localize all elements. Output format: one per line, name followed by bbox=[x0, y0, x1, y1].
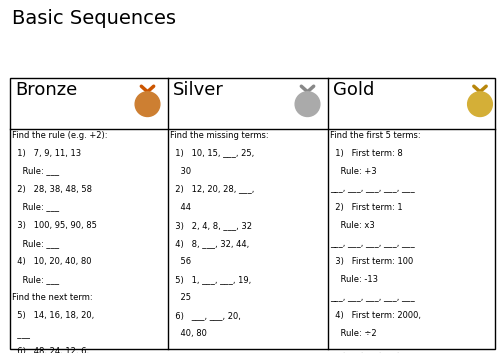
Text: Rule: +3: Rule: +3 bbox=[330, 167, 376, 175]
Text: ___: ___ bbox=[12, 329, 30, 337]
Text: Bronze: Bronze bbox=[15, 81, 77, 99]
Text: Rule: ___: Rule: ___ bbox=[12, 239, 60, 247]
Text: 3)   100, 95, 90, 85: 3) 100, 95, 90, 85 bbox=[12, 221, 98, 229]
Text: 5)   14, 16, 18, 20,: 5) 14, 16, 18, 20, bbox=[12, 311, 95, 319]
Text: 44: 44 bbox=[170, 203, 191, 211]
Text: 1)   First term: 8: 1) First term: 8 bbox=[330, 149, 403, 157]
Ellipse shape bbox=[468, 92, 492, 116]
Text: Rule: ÷2: Rule: ÷2 bbox=[330, 329, 376, 337]
Text: ___, ___, ___, ___, ___: ___, ___, ___, ___, ___ bbox=[330, 293, 415, 301]
Text: 4)   8, ___, 32, 44,: 4) 8, ___, 32, 44, bbox=[170, 239, 249, 247]
Text: Rule: ___: Rule: ___ bbox=[12, 275, 60, 283]
Text: 4)   First term: 2000,: 4) First term: 2000, bbox=[330, 311, 421, 319]
Text: ___, ___, ___, ___, ___: ___, ___, ___, ___, ___ bbox=[330, 185, 415, 193]
Text: 2)   28, 38, 48, 58: 2) 28, 38, 48, 58 bbox=[12, 185, 92, 193]
Text: 3)   2, 4, 8, ___, 32: 3) 2, 4, 8, ___, 32 bbox=[170, 221, 252, 229]
Text: 2)   12, 20, 28, ___,: 2) 12, 20, 28, ___, bbox=[170, 185, 254, 193]
Text: 30: 30 bbox=[170, 167, 191, 175]
Text: Rule: -13: Rule: -13 bbox=[330, 275, 378, 283]
Text: 3)   First term: 100: 3) First term: 100 bbox=[330, 257, 413, 265]
Text: 1)   10, 15, ___, 25,: 1) 10, 15, ___, 25, bbox=[170, 149, 254, 157]
Text: Rule: ___: Rule: ___ bbox=[12, 167, 60, 175]
Text: Find the missing terms:: Find the missing terms: bbox=[170, 131, 268, 139]
Text: 2)   First term: 1: 2) First term: 1 bbox=[330, 203, 402, 211]
Text: Find the rule (e.g. +2):: Find the rule (e.g. +2): bbox=[12, 131, 108, 139]
Text: 56: 56 bbox=[170, 257, 191, 265]
Text: Silver: Silver bbox=[172, 81, 224, 99]
Text: 6)   ___, ___, 20,: 6) ___, ___, 20, bbox=[170, 311, 241, 319]
Text: 40, 80: 40, 80 bbox=[170, 329, 207, 337]
Text: Rule: ___: Rule: ___ bbox=[12, 203, 60, 211]
Text: 1)   7, 9, 11, 13: 1) 7, 9, 11, 13 bbox=[12, 149, 82, 157]
Text: Find the first 5 terms:: Find the first 5 terms: bbox=[330, 131, 420, 139]
Text: Basic Sequences: Basic Sequences bbox=[12, 9, 176, 28]
Bar bbox=[10, 78, 495, 349]
Text: Gold: Gold bbox=[332, 81, 374, 99]
Text: Rule: x3: Rule: x3 bbox=[330, 221, 375, 229]
Text: 4)   10, 20, 40, 80: 4) 10, 20, 40, 80 bbox=[12, 257, 92, 265]
Ellipse shape bbox=[295, 92, 320, 116]
Text: ___, ___, ___, ___, ___: ___, ___, ___, ___, ___ bbox=[330, 347, 415, 353]
Text: 5)   1, ___, ___, 19,: 5) 1, ___, ___, 19, bbox=[170, 275, 252, 283]
Text: 25: 25 bbox=[170, 293, 191, 301]
Text: 6)   48, 24, 12, 6,: 6) 48, 24, 12, 6, bbox=[12, 347, 90, 353]
Text: ___, ___, ___, ___, ___: ___, ___, ___, ___, ___ bbox=[330, 239, 415, 247]
Text: Find the next term:: Find the next term: bbox=[12, 293, 93, 301]
Ellipse shape bbox=[135, 92, 160, 116]
